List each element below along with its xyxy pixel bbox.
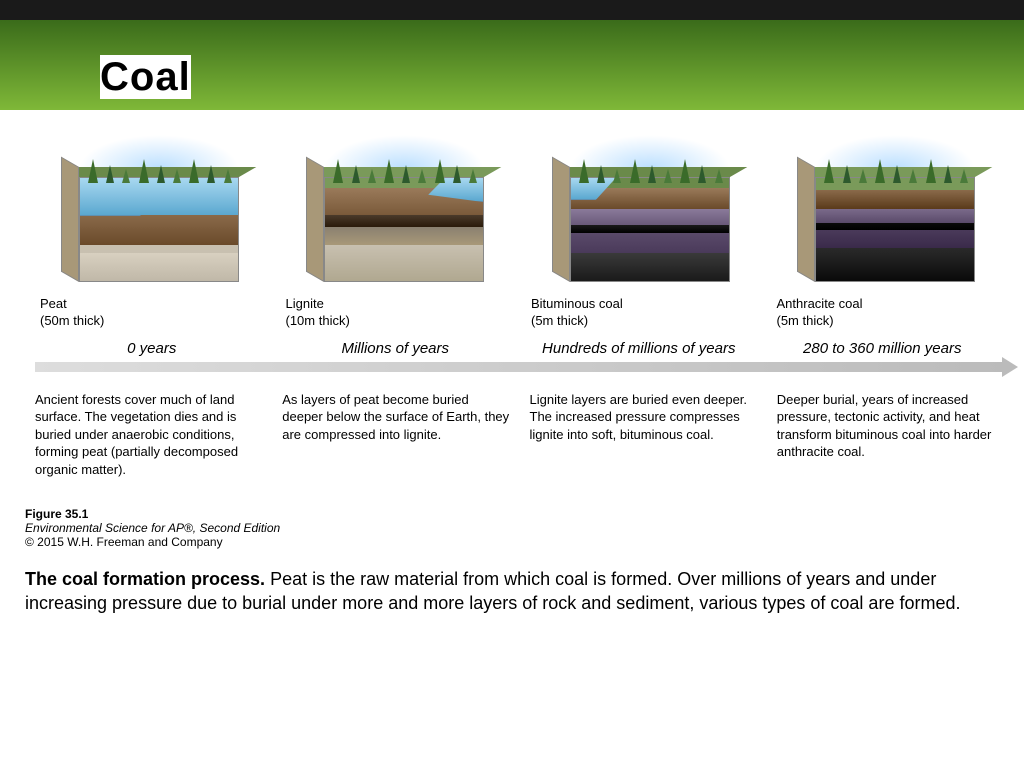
tree-icon [648, 165, 656, 183]
figure-number: Figure 35.1 [25, 507, 1024, 521]
stratum-layer [571, 225, 729, 233]
tree-icon [715, 169, 723, 183]
tree-icon [664, 169, 672, 183]
block-face [815, 177, 975, 282]
stratum-layer [325, 245, 483, 281]
block-wrap [545, 135, 735, 290]
tree-icon [207, 165, 215, 183]
tree-icon [189, 159, 199, 183]
figure-copyright: © 2015 W.H. Freeman and Company [25, 535, 1024, 549]
timeline-arrow [35, 362, 1004, 372]
trees [820, 153, 972, 183]
block-face [324, 177, 484, 282]
tree-icon [613, 169, 621, 183]
coal-stages-diagram: Peat(50m thick)Lignite(10m thick)Bitumin… [0, 110, 1024, 330]
block-face [79, 177, 239, 282]
stratum-layer [325, 215, 483, 227]
figure-book: Environmental Science for AP®, Second Ed… [25, 521, 1024, 535]
tree-icon [698, 165, 706, 183]
stage-description: As layers of peat become buried deeper b… [282, 391, 509, 479]
tree-icon [597, 165, 605, 183]
block-wrap [299, 135, 489, 290]
tree-icon [122, 169, 130, 183]
tree-icon [579, 159, 589, 183]
page-title: Coal [100, 55, 191, 99]
tree-icon [333, 159, 343, 183]
tree-icon [106, 165, 114, 183]
tree-icon [418, 169, 426, 183]
stratum-layer [80, 215, 238, 244]
timeline-label: 0 years [30, 334, 274, 363]
tree-icon [453, 165, 461, 183]
block-side [306, 157, 324, 282]
tree-icon [824, 159, 834, 183]
stage-description: Lignite layers are buried even deeper. T… [530, 391, 757, 479]
block-side [552, 157, 570, 282]
stratum-layer [816, 209, 974, 223]
summary-lead: The coal formation process. [25, 569, 265, 589]
timeline-label: Hundreds of millions of years [517, 334, 761, 363]
stratum-layer [816, 223, 974, 230]
block-face [570, 177, 730, 282]
block-side [61, 157, 79, 282]
trees [84, 153, 236, 183]
tree-icon [435, 159, 445, 183]
trees [575, 153, 727, 183]
timeline-label: Millions of years [274, 334, 518, 363]
descriptions-row: Ancient forests cover much of land surfa… [0, 363, 1024, 479]
stage-description: Deeper burial, years of increased pressu… [777, 391, 1004, 479]
stratum-layer [571, 253, 729, 281]
tree-icon [139, 159, 149, 183]
stage-description: Ancient forests cover much of land surfa… [35, 391, 262, 479]
stratum-layer [816, 230, 974, 248]
tree-icon [944, 165, 952, 183]
tree-icon [384, 159, 394, 183]
trees [329, 153, 481, 183]
stratum-layer [816, 190, 974, 210]
tree-icon [960, 169, 968, 183]
tree-icon [843, 165, 851, 183]
stage-label: Bituminous coal(5m thick) [521, 290, 759, 330]
stratum-layer [80, 253, 238, 281]
tree-icon [630, 159, 640, 183]
summary-text: The coal formation process. Peat is the … [0, 549, 1024, 616]
geology-block [324, 177, 484, 282]
tree-icon [88, 159, 98, 183]
figure-caption: Figure 35.1 Environmental Science for AP… [0, 479, 1024, 549]
tree-icon [859, 169, 867, 183]
stage-label: Peat(50m thick) [30, 290, 268, 330]
stage-label: Lignite(10m thick) [276, 290, 514, 330]
tree-icon [469, 169, 477, 183]
block-wrap [790, 135, 980, 290]
stage-anthracite-coal: Anthracite coal(5m thick) [767, 135, 1005, 330]
stratum-layer [571, 233, 729, 253]
stage-bituminous-coal: Bituminous coal(5m thick) [521, 135, 759, 330]
tree-icon [875, 159, 885, 183]
tree-icon [909, 169, 917, 183]
block-wrap [54, 135, 244, 290]
stage-lignite: Lignite(10m thick) [276, 135, 514, 330]
tree-icon [157, 165, 165, 183]
stratum-layer [816, 248, 974, 281]
tree-icon [173, 169, 181, 183]
stratum-layer [571, 209, 729, 225]
timeline-label: 280 to 360 million years [761, 334, 1005, 363]
tree-icon [926, 159, 936, 183]
tree-icon [893, 165, 901, 183]
tree-icon [352, 165, 360, 183]
tree-icon [680, 159, 690, 183]
stage-label: Anthracite coal(5m thick) [767, 290, 1005, 330]
stage-peat: Peat(50m thick) [30, 135, 268, 330]
timeline-row: 0 yearsMillions of yearsHundreds of mill… [0, 330, 1024, 363]
stratum-layer [80, 245, 238, 253]
geology-block [79, 177, 239, 282]
tree-icon [368, 169, 376, 183]
block-side [797, 157, 815, 282]
geology-block [570, 177, 730, 282]
tree-icon [402, 165, 410, 183]
stratum-layer [325, 227, 483, 245]
geology-block [815, 177, 975, 282]
header-bar: Coal [0, 0, 1024, 110]
tree-icon [224, 169, 232, 183]
